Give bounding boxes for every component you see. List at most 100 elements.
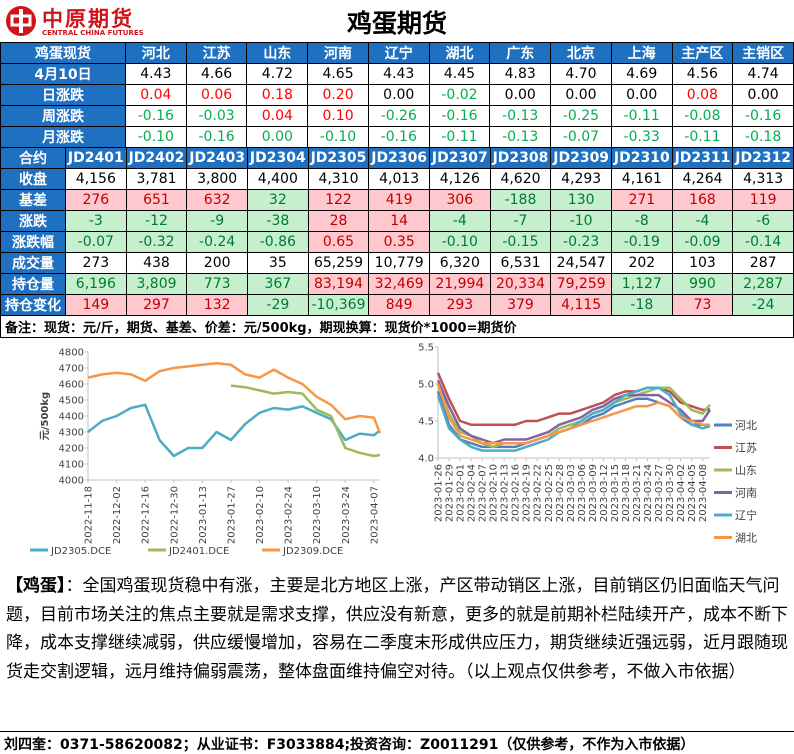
table-cell: -29 bbox=[247, 294, 309, 316]
x-tick-label: 2023-03-24 bbox=[341, 486, 352, 544]
x-tick-label: 2023-02-28 bbox=[555, 464, 566, 522]
x-tick-label: 2023-03-24 bbox=[643, 464, 654, 522]
table-cell: -24 bbox=[732, 294, 794, 316]
page-title: 鸡蛋期货 bbox=[346, 9, 447, 38]
y-tick-label: 5.0 bbox=[418, 380, 434, 391]
column-header: 主销区 bbox=[732, 42, 794, 64]
table-cell: 419 bbox=[368, 189, 430, 211]
x-tick-label: 2023-03-10 bbox=[312, 486, 323, 544]
series-line bbox=[436, 383, 710, 445]
x-tick-label: 2023-04-02 bbox=[676, 464, 687, 522]
table-cell: -0.86 bbox=[247, 231, 309, 253]
table-cell: -0.07 bbox=[65, 231, 127, 253]
y-tick-label: 4400 bbox=[59, 412, 84, 423]
quote-tables: 鸡蛋现货 河北 江苏 山东 河南 辽宁 湖北 广东 北京 上海 主产区 主销区 4月10日 4.43 4.6… bbox=[0, 42, 794, 316]
x-tick-label: 2023-01-13 bbox=[198, 486, 209, 544]
x-tick-label: 2022-12-30 bbox=[169, 486, 180, 544]
x-tick-label: 2022-11-18 bbox=[84, 486, 95, 544]
x-tick-label: 2023-04-07 bbox=[369, 486, 380, 544]
x-tick-label: 2023-02-10 bbox=[255, 486, 266, 544]
row-label: 涨跌幅 bbox=[0, 231, 66, 253]
y-tick-label: 4.5 bbox=[418, 417, 434, 428]
y-tick-label: 5.5 bbox=[418, 343, 434, 354]
x-tick-label: 2023-03-09 bbox=[588, 464, 599, 522]
logo-text: 中原期货 bbox=[42, 7, 134, 31]
x-tick-label: 2023-02-16 bbox=[511, 464, 522, 522]
y-tick-label: 4600 bbox=[59, 380, 84, 391]
table-cell: 79,259 bbox=[550, 273, 612, 295]
x-tick-label: 2023-03-12 bbox=[599, 464, 610, 522]
table-cell: 379 bbox=[489, 294, 552, 316]
column-header: JD2304 bbox=[247, 147, 309, 169]
commentary-label: 【鸡蛋】 bbox=[6, 576, 66, 596]
row-label: 基差 bbox=[0, 189, 66, 211]
y-tick-label: 4100 bbox=[59, 460, 84, 471]
x-tick-label: 2023-02-01 bbox=[456, 464, 467, 522]
series-line bbox=[436, 386, 711, 452]
x-tick-label: 2023-02-19 bbox=[522, 464, 533, 522]
legend-label: 河南 bbox=[735, 487, 757, 500]
y-tick-label: 4000 bbox=[59, 476, 84, 487]
y-axis-label: 元/500kg bbox=[39, 392, 51, 440]
table-cell: -188 bbox=[489, 189, 552, 211]
logo-icon bbox=[6, 6, 36, 36]
column-header: JD2310 bbox=[611, 147, 673, 169]
table-cell: 168 bbox=[671, 189, 734, 211]
x-tick-label: 2023-04-05 bbox=[687, 464, 698, 522]
series-line bbox=[230, 384, 381, 458]
table-cell: -10,369 bbox=[307, 294, 370, 316]
x-tick-label: 2023-03-18 bbox=[621, 464, 632, 522]
x-tick-label: 2022-12-16 bbox=[141, 486, 152, 544]
commentary: 【鸡蛋】：全国鸡蛋现货稳中有涨，主要是北方地区上涨，产区带动销区上涨，目前销区仍… bbox=[6, 572, 790, 686]
commentary-body: ：全国鸡蛋现货稳中有涨，主要是北方地区上涨，产区带动销区上涨，目前销区仍旧面临天… bbox=[6, 576, 788, 682]
footer: 刘四奎：0371-58620082；从业证书：F3033884;投资咨询：Z00… bbox=[0, 731, 794, 753]
table-cell: -18 bbox=[611, 294, 673, 316]
x-tick-label: 2023-02-04 bbox=[467, 464, 478, 522]
y-tick-label: 4800 bbox=[59, 348, 84, 359]
x-tick-label: 2023-03-03 bbox=[566, 464, 577, 522]
table-cell: 297 bbox=[125, 294, 188, 316]
table-cell: 293 bbox=[429, 294, 491, 316]
x-tick-label: 2023-03-21 bbox=[632, 464, 643, 522]
table-cell: 2,287 bbox=[732, 273, 794, 295]
series-line bbox=[436, 379, 712, 445]
table-cell: -12 bbox=[125, 210, 188, 232]
y-tick-label: 4300 bbox=[59, 428, 84, 439]
table-cell: 990 bbox=[671, 273, 734, 295]
y-tick-label: 4.0 bbox=[418, 454, 434, 465]
row-label: 收盘 bbox=[0, 168, 66, 190]
column-header: 鸡蛋现货 bbox=[0, 42, 126, 64]
legend-label: 湖北 bbox=[735, 532, 757, 545]
legend-label: 辽宁 bbox=[735, 508, 757, 522]
table-cell: -0.14 bbox=[732, 231, 794, 253]
x-tick-label: 2023-02-07 bbox=[478, 464, 489, 522]
x-tick-label: 2023-02-13 bbox=[500, 464, 511, 522]
x-tick-label: 2023-01-29 bbox=[445, 464, 456, 522]
row-label: 持仓变化 bbox=[0, 294, 66, 316]
table-cell: 20,334 bbox=[489, 273, 552, 295]
table-cell: 849 bbox=[368, 294, 430, 316]
x-tick-label: 2023-02-24 bbox=[284, 486, 295, 544]
x-tick-label: 2023-01-26 bbox=[434, 464, 445, 522]
legend-label: 山东 bbox=[735, 464, 757, 477]
x-tick-label: 2023-01-27 bbox=[226, 486, 237, 544]
series-line bbox=[436, 372, 711, 426]
x-tick-label: 2022-12-02 bbox=[112, 486, 123, 544]
y-tick-label: 4200 bbox=[59, 444, 84, 455]
y-tick-label: 4500 bbox=[59, 396, 84, 407]
legend-label: JD2305.DCE bbox=[50, 546, 111, 557]
column-header: 湖北 bbox=[428, 42, 491, 64]
column-header: JD2312 bbox=[732, 147, 794, 169]
legend-label: 河北 bbox=[735, 419, 757, 432]
row-label: 月涨跌 bbox=[0, 126, 126, 148]
row-label: 成交量 bbox=[0, 252, 66, 274]
x-tick-label: 2023-03-15 bbox=[610, 464, 621, 522]
series-line bbox=[87, 361, 382, 434]
column-header: 主产区 bbox=[671, 42, 734, 64]
charts: 4000 4100 4200 4300 4400 4500 4600 4700 4800 2022… bbox=[30, 343, 757, 557]
x-tick-label: 2023-02-22 bbox=[533, 464, 544, 522]
table-cell: 32,469 bbox=[368, 273, 430, 295]
table-cell: -8 bbox=[611, 210, 673, 232]
